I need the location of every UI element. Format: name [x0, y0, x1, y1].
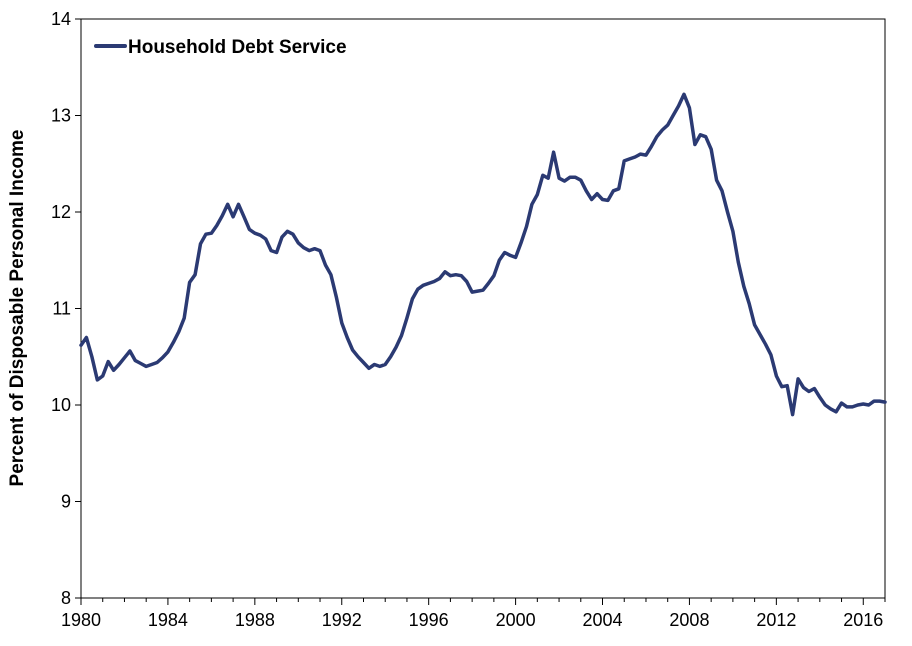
plot-area — [80, 18, 886, 599]
legend-label: Household Debt Service — [128, 37, 347, 58]
y-tick-label: 14 — [51, 9, 71, 29]
x-tick-label: 2004 — [582, 610, 622, 630]
series-line-household-debt-service — [79, 92, 887, 417]
x-tick-label: 1984 — [148, 610, 188, 630]
x-tick-label: 1988 — [235, 610, 275, 630]
plot-frame — [80, 18, 886, 599]
legend: Household Debt Service — [94, 37, 347, 58]
y-tick-label: 10 — [51, 395, 71, 415]
y-tick-label: 11 — [52, 299, 71, 319]
y-tick-label: 13 — [51, 106, 71, 126]
y-tick-label: 8 — [61, 588, 71, 608]
x-tick-label: 1992 — [322, 610, 362, 630]
x-tick-label: 1996 — [409, 610, 449, 630]
x-tick-label: 2016 — [843, 610, 883, 630]
series-layer — [79, 92, 887, 417]
y-tick-label: 12 — [51, 202, 71, 222]
y-axis-title: Percent of Disposable Personal Income — [7, 130, 28, 487]
x-tick-label: 1980 — [61, 610, 101, 630]
x-axis: 1980 1984 1988 1992 1996 2000 2004 2008 2012 2016 — [61, 598, 886, 630]
x-tick-label: 2008 — [669, 610, 709, 630]
y-axis: 8 9 10 11 12 13 14 — [51, 9, 81, 608]
y-tick-label: 9 — [61, 492, 71, 512]
x-tick-label: 2000 — [496, 610, 536, 630]
x-tick-label: 2012 — [756, 610, 796, 630]
